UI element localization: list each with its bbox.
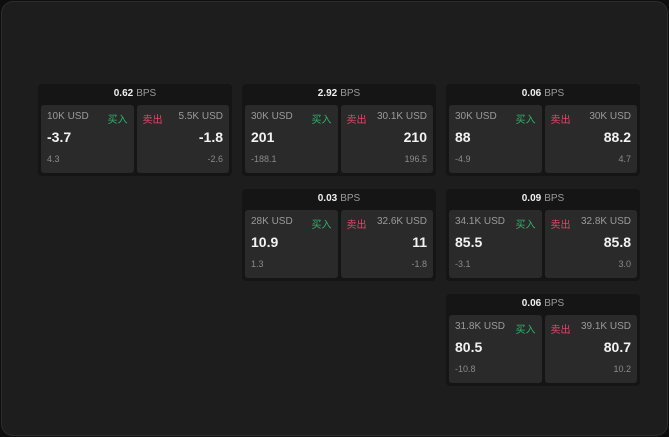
buy-label: 买入 [311, 115, 332, 126]
buy-label: 买入 [515, 115, 536, 126]
buy-button[interactable]: 31.8K USD 买入 80.5 -10.8 [449, 315, 542, 383]
buy-label: 买入 [515, 220, 536, 231]
spread-value: 0.06 [521, 88, 542, 99]
ask-change: 4.7 [618, 154, 631, 164]
spread-unit: BPS [340, 193, 361, 204]
bid-size: 30K USD [455, 111, 497, 122]
bid-price: 80.5 [455, 339, 483, 355]
sell-label: 卖出 [550, 325, 571, 336]
ask-price: 85.8 [603, 234, 631, 250]
spread-header: 2.92 BPS [242, 84, 436, 104]
quote-widget: 0.06 BPS 31.8K USD 买入 80.5 -10.8 卖出 39.1K… [446, 294, 640, 386]
bid-size: 30K USD [251, 111, 293, 122]
ask-price: 80.7 [603, 339, 631, 355]
spread-value: 0.06 [521, 298, 542, 309]
bid-price: 85.5 [455, 234, 483, 250]
buy-button[interactable]: 30K USD 买入 88 -4.9 [449, 105, 542, 173]
buy-label: 买入 [311, 220, 332, 231]
sell-button[interactable]: 卖出 32.8K USD 85.8 3.0 [544, 210, 637, 278]
sell-button[interactable]: 卖出 5.5K USD -1.8 -2.6 [136, 105, 229, 173]
buy-button[interactable]: 34.1K USD 买入 85.5 -3.1 [449, 210, 542, 278]
bid-change: -4.9 [455, 154, 471, 164]
quote-widget: 0.03 BPS 28K USD 买入 10.9 1.3 卖出 32.6K USD… [242, 189, 436, 281]
buy-button[interactable]: 30K USD 买入 201 -188.1 [245, 105, 338, 173]
sell-label: 卖出 [142, 115, 163, 126]
bid-change: -3.1 [455, 259, 471, 269]
ask-change: 10.2 [613, 364, 631, 374]
spread-unit: BPS [136, 88, 157, 99]
bid-size: 28K USD [251, 216, 293, 227]
ask-price: 11 [412, 234, 427, 250]
spread-unit: BPS [340, 88, 361, 99]
bid-price: 88 [455, 129, 471, 145]
sell-label: 卖出 [346, 115, 367, 126]
quote-widget: 2.92 BPS 30K USD 买入 201 -188.1 卖出 30.1K U… [242, 84, 436, 176]
ask-size: 30K USD [589, 111, 631, 122]
spread-unit: BPS [544, 193, 565, 204]
bid-price: 201 [251, 129, 275, 145]
sell-button[interactable]: 卖出 30.1K USD 210 196.5 [340, 105, 433, 173]
ask-price: 88.2 [603, 129, 631, 145]
sell-label: 卖出 [550, 220, 571, 231]
ask-change: 3.0 [618, 259, 631, 269]
sell-button[interactable]: 卖出 32.6K USD 11 -1.8 [340, 210, 433, 278]
spread-header: 0.62 BPS [38, 84, 232, 104]
ask-change: 196.5 [404, 154, 427, 164]
ask-change: -2.6 [207, 154, 223, 164]
bid-size: 34.1K USD [455, 216, 506, 227]
bid-change: -188.1 [251, 154, 277, 164]
quote-widget: 0.06 BPS 30K USD 买入 88 -4.9 卖出 30K USD 88… [446, 84, 640, 176]
buy-label: 买入 [107, 115, 128, 126]
bid-price: 10.9 [251, 234, 279, 250]
bid-change: 4.3 [47, 154, 60, 164]
buy-button[interactable]: 28K USD 买入 10.9 1.3 [245, 210, 338, 278]
bid-price: -3.7 [47, 129, 72, 145]
ask-size: 39.1K USD [580, 321, 631, 332]
ask-price: 210 [403, 129, 427, 145]
ask-size: 32.8K USD [580, 216, 631, 227]
spread-unit: BPS [544, 88, 565, 99]
ask-change: -1.8 [411, 259, 427, 269]
spread-header: 0.09 BPS [446, 189, 640, 209]
sell-button[interactable]: 卖出 39.1K USD 80.7 10.2 [544, 315, 637, 383]
spread-header: 0.06 BPS [446, 294, 640, 314]
quote-widget: 0.62 BPS 10K USD 买入 -3.7 4.3 卖出 5.5K USD … [38, 84, 232, 176]
bid-change: -10.8 [455, 364, 476, 374]
bid-size: 31.8K USD [455, 321, 506, 332]
spread-value: 0.09 [521, 193, 542, 204]
spread-unit: BPS [544, 298, 565, 309]
ask-size: 32.6K USD [376, 216, 427, 227]
spread-value: 2.92 [317, 88, 338, 99]
sell-label: 卖出 [346, 220, 367, 231]
spread-header: 0.06 BPS [446, 84, 640, 104]
buy-label: 买入 [515, 325, 536, 336]
ask-price: -1.8 [198, 129, 223, 145]
ask-size: 30.1K USD [376, 111, 427, 122]
sell-label: 卖出 [550, 115, 571, 126]
spread-value: 0.03 [317, 193, 338, 204]
spread-value: 0.62 [113, 88, 134, 99]
bid-size: 10K USD [47, 111, 89, 122]
sell-button[interactable]: 卖出 30K USD 88.2 4.7 [544, 105, 637, 173]
spread-header: 0.03 BPS [242, 189, 436, 209]
bid-change: 1.3 [251, 259, 264, 269]
quote-widget: 0.09 BPS 34.1K USD 买入 85.5 -3.1 卖出 32.8K … [446, 189, 640, 281]
ask-size: 5.5K USD [178, 111, 223, 122]
buy-button[interactable]: 10K USD 买入 -3.7 4.3 [41, 105, 134, 173]
